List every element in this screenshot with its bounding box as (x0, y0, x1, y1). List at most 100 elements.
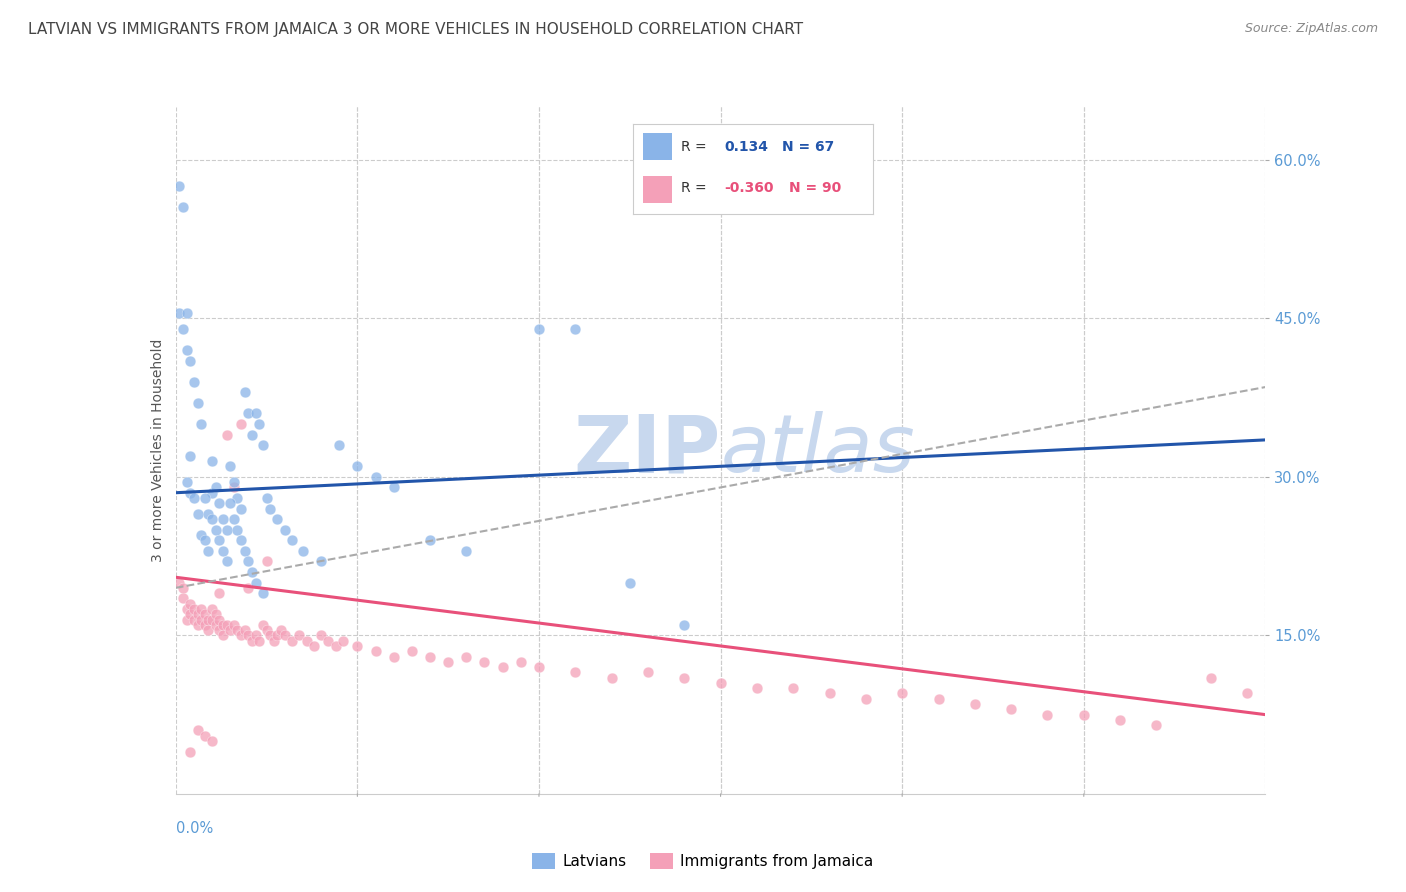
Point (201, 734, 224, 748)
Point (226, 491, 249, 505)
Point (231, 628, 253, 642)
Point (263, 633, 285, 648)
Point (194, 607, 217, 622)
Point (509, 655, 531, 669)
Point (332, 633, 354, 648)
Point (1109, 713, 1132, 727)
Point (247, 633, 270, 648)
Point (186, 607, 209, 622)
Point (197, 544, 219, 558)
Point (190, 613, 212, 627)
Point (219, 459, 242, 474)
Point (240, 565, 263, 579)
Point (179, 449, 201, 463)
Point (212, 628, 235, 642)
Text: LATVIAN VS IMMIGRANTS FROM JAMAICA 3 OR MORE VEHICLES IN HOUSEHOLD CORRELATION C: LATVIAN VS IMMIGRANTS FROM JAMAICA 3 OR … (28, 22, 803, 37)
Point (527, 660, 550, 674)
Point (179, 353, 201, 368)
Point (1073, 707, 1095, 722)
Point (245, 407, 267, 421)
Point (172, 201, 194, 215)
Point (437, 655, 460, 669)
Point (186, 617, 209, 632)
Point (179, 597, 201, 611)
Point (201, 613, 224, 627)
Point (382, 649, 405, 664)
Point (194, 533, 217, 548)
Point (169, 179, 191, 194)
Point (176, 613, 198, 627)
Point (259, 628, 281, 642)
Point (212, 617, 235, 632)
Point (204, 480, 226, 494)
Point (190, 528, 212, 542)
Text: Source: ZipAtlas.com: Source: ZipAtlas.com (1244, 22, 1378, 36)
Point (183, 375, 205, 389)
Point (710, 676, 733, 690)
Point (291, 544, 314, 558)
Point (928, 691, 950, 706)
Point (600, 671, 623, 685)
Point (346, 459, 368, 474)
Point (222, 617, 245, 632)
Point (401, 644, 423, 658)
Point (564, 322, 586, 336)
Point (176, 306, 198, 320)
Point (194, 617, 217, 632)
Point (190, 417, 212, 431)
Point (190, 602, 212, 616)
Point (382, 480, 405, 494)
Text: ZIP: ZIP (574, 411, 721, 490)
Point (891, 686, 914, 700)
Point (240, 427, 263, 442)
Point (247, 417, 270, 431)
Point (197, 623, 219, 637)
Point (172, 591, 194, 606)
Point (1236, 686, 1258, 700)
Point (619, 575, 641, 590)
Point (238, 628, 260, 642)
Point (252, 438, 274, 452)
Point (328, 438, 350, 452)
Point (183, 491, 205, 505)
Point (364, 644, 387, 658)
Point (233, 623, 256, 637)
Point (274, 523, 297, 537)
Point (274, 628, 297, 642)
Point (204, 607, 226, 622)
Point (208, 613, 231, 627)
Point (346, 639, 368, 653)
Point (270, 623, 292, 637)
Point (238, 407, 260, 421)
Point (281, 633, 304, 648)
Point (456, 544, 478, 558)
Point (208, 623, 231, 637)
Point (325, 639, 347, 653)
Point (456, 649, 478, 664)
Point (309, 554, 332, 568)
Point (252, 586, 274, 600)
Point (226, 523, 249, 537)
Point (474, 655, 496, 669)
Point (194, 491, 217, 505)
Point (233, 385, 256, 400)
Point (208, 533, 231, 548)
Point (215, 427, 238, 442)
Point (963, 697, 986, 711)
Point (256, 491, 278, 505)
Point (231, 501, 253, 516)
Point (172, 581, 194, 595)
Point (186, 396, 209, 410)
Point (527, 322, 550, 336)
Y-axis label: 3 or more Vehicles in Household: 3 or more Vehicles in Household (150, 339, 165, 562)
Point (673, 617, 696, 632)
Point (318, 633, 340, 648)
Point (231, 417, 253, 431)
Point (309, 628, 332, 642)
Point (222, 512, 245, 526)
Point (782, 681, 804, 696)
Point (637, 665, 659, 680)
Point (238, 581, 260, 595)
Point (818, 686, 841, 700)
Point (1000, 702, 1022, 716)
